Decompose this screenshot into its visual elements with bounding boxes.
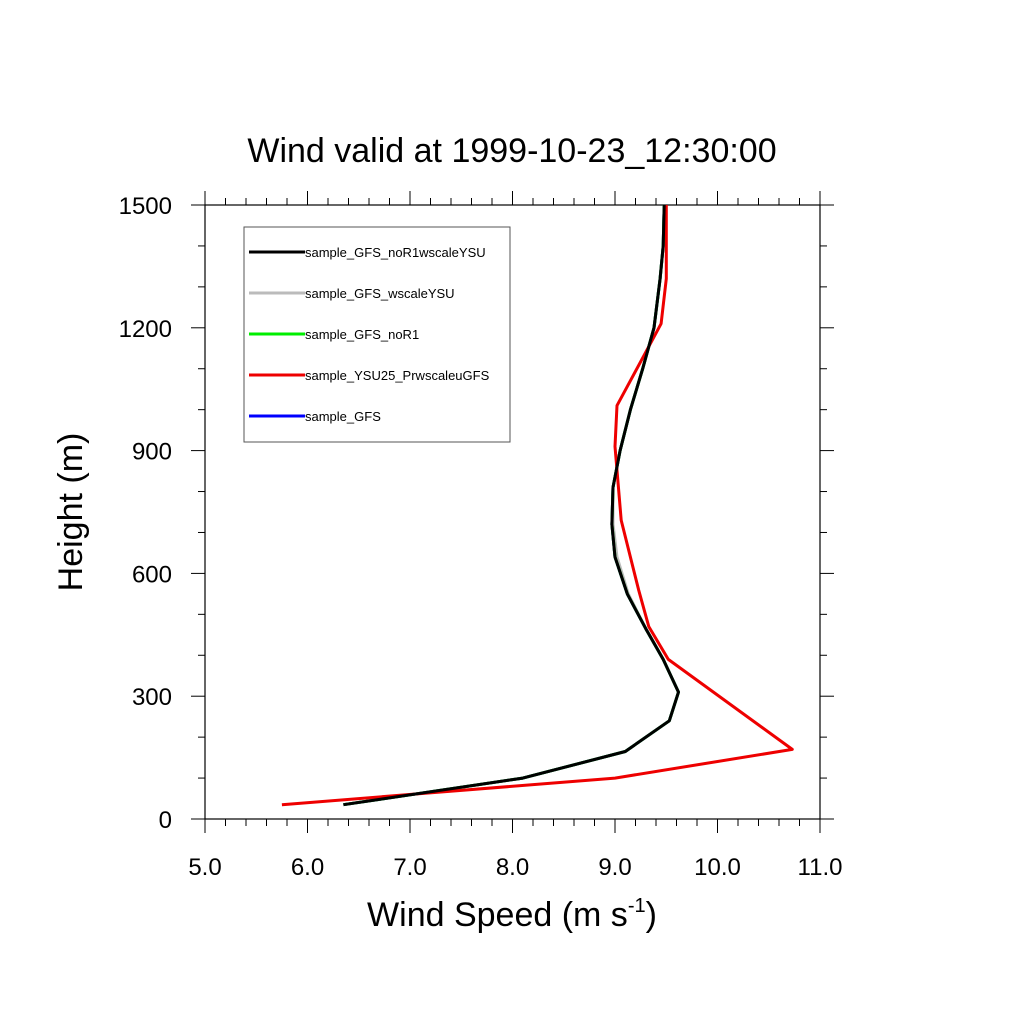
- x-tick-label: 5.0: [188, 854, 221, 881]
- x-tick-label: 7.0: [393, 854, 426, 881]
- x-tick-label: 6.0: [291, 854, 324, 881]
- y-tick-label: 0: [159, 807, 172, 834]
- legend-label: sample_GFS: [305, 409, 381, 424]
- x-axis-label: Wind Speed (m s-1): [367, 895, 657, 934]
- y-tick-label: 900: [132, 439, 172, 466]
- data-series: [281, 204, 794, 807]
- series-line: [343, 204, 680, 807]
- series-line: [281, 205, 794, 807]
- x-axis-label-superscript: -1: [628, 895, 646, 917]
- y-axis-label: Height (m): [52, 433, 90, 592]
- y-tick-label: 600: [132, 561, 172, 588]
- x-tick-label: 9.0: [598, 854, 631, 881]
- axis-ticks: [191, 191, 834, 833]
- legend-label: sample_GFS_noR1wscaleYSU: [305, 245, 486, 260]
- chart-title: Wind valid at 1999-10-23_12:30:00: [247, 132, 776, 170]
- x-tick-label: 11.0: [798, 854, 843, 881]
- legend-label: sample_GFS_noR1: [305, 327, 419, 342]
- x-tick-label: 10.0: [694, 854, 741, 881]
- legend: sample_GFS_noR1wscaleYSU sample_GFS_wscal…: [243, 226, 511, 443]
- y-tick-label: 1200: [119, 316, 172, 343]
- legend-label: sample_GFS_wscaleYSU: [305, 286, 455, 301]
- y-tick-label: 1500: [119, 193, 172, 220]
- x-axis-label-tail: ): [646, 896, 657, 934]
- x-axis-label-main: Wind Speed (m s: [367, 896, 628, 934]
- tick-labels: 5.0 6.0 7.0 8.0 9.0 10.0 11.0 0 300 600 900 1200 150…: [119, 193, 843, 881]
- y-tick-label: 300: [132, 684, 172, 711]
- x-tick-label: 8.0: [496, 854, 529, 881]
- legend-label: sample_YSU25_PrwscaleuGFS: [305, 368, 490, 383]
